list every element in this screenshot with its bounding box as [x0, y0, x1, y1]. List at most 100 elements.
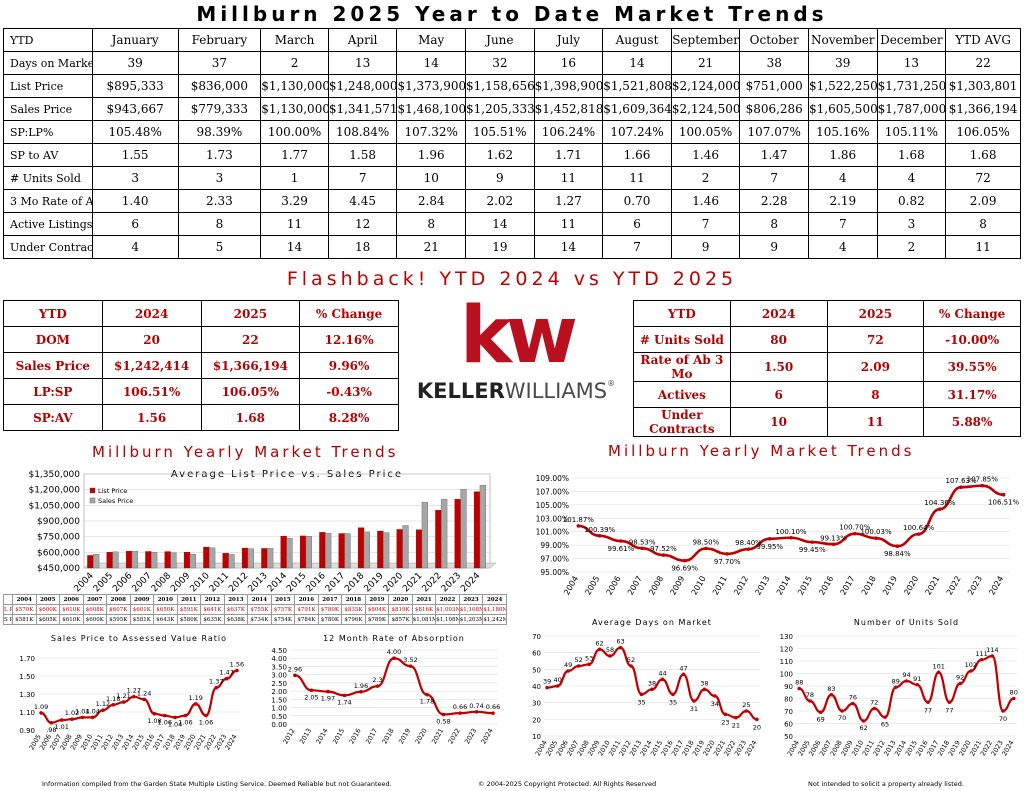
data-point: [576, 524, 581, 528]
y-tick-label: 10: [532, 733, 541, 741]
x-tick-label: 2021: [401, 571, 424, 594]
y-tick-label: $1,200,000: [28, 486, 80, 496]
table-cell: 1.77: [260, 143, 329, 167]
footer-disclaimer: Information compiled from the Garden Sta…: [42, 780, 392, 788]
x-tick-label: 2017: [839, 575, 857, 597]
sales-price-bar: [267, 548, 274, 569]
compare-header-cell: 2025: [200, 300, 301, 327]
table-cell: 39: [808, 51, 878, 75]
x-tick-label: 2023: [966, 575, 984, 597]
sales-price-bar: [247, 548, 254, 569]
table-cell: $1,303,801: [945, 74, 1021, 98]
table-cell: $1,452,818: [533, 97, 604, 121]
kw-mark: kw: [460, 291, 578, 381]
data-label: 94: [902, 671, 910, 679]
header-cell: January: [91, 28, 179, 52]
table-cell: $1,398,900: [533, 74, 604, 98]
data-label: 23: [721, 718, 729, 726]
table-cell: $751,000: [739, 74, 809, 98]
data-point: [59, 718, 64, 722]
data-label: 1.06: [178, 719, 192, 727]
data-label: 107.63%: [946, 477, 977, 485]
x-tick-label: 2020: [902, 575, 920, 597]
list-price-bar: [396, 529, 403, 569]
y-tick-label: 2.00: [271, 688, 287, 696]
table-cell: 100.05%: [670, 120, 741, 144]
header-cell: June: [465, 28, 535, 52]
x-tick-label: 2024: [480, 727, 495, 745]
data-point: [702, 687, 707, 692]
y-tick-label: 99.00%: [540, 541, 569, 550]
lpsp-lp-cell: $1,180M: [482, 604, 507, 615]
data-label: 21: [732, 722, 740, 730]
data-point: [660, 677, 665, 682]
compare-cell: 31.17%: [923, 381, 1021, 408]
lpsp-year: 2012: [200, 594, 225, 605]
lpsp-lp-cell: $591K: [176, 604, 202, 615]
y-tick-label: 97.00%: [540, 555, 569, 564]
keller-williams-logo: kw KELLERWILLIAMS®: [405, 291, 627, 411]
table-row: Sales Price $943,667 $779,333 $1,130,000 $1,…: [3, 97, 1021, 121]
lpsp-year: 2019: [364, 594, 390, 605]
data-point: [926, 700, 930, 705]
data-label: 58: [606, 646, 614, 654]
compare-cell: -10.00%: [923, 326, 1021, 353]
list-price-bar: [435, 510, 442, 569]
table-cell: 107.24%: [602, 120, 672, 144]
lpsp-year: 2008: [106, 594, 131, 605]
data-label: 98.84%: [884, 550, 911, 558]
y-tick-label: $450,000: [37, 564, 80, 574]
table-cell: 3: [91, 166, 179, 190]
table-cell: $943,667: [91, 97, 179, 121]
x-tick-label: 2015: [331, 727, 346, 745]
row-label: # Units Sold: [3, 166, 93, 190]
data-point: [808, 699, 812, 703]
table-cell: 11: [533, 212, 604, 236]
table-cell: 3.29: [260, 189, 329, 213]
data-label: 49: [564, 661, 572, 669]
sales-price-bar: [421, 501, 428, 569]
table-cell: $1,130,000: [260, 74, 329, 98]
table-cell: 105.48%: [91, 120, 179, 144]
ytd-table: YTD January February March April May June July A…: [3, 28, 1021, 259]
lpsp-year: 2011: [176, 594, 202, 605]
data-label: 70: [838, 714, 846, 722]
data-label: 2.05: [304, 693, 318, 701]
table-cell: $1,522,250: [808, 74, 878, 98]
list-price-bar: [357, 527, 365, 569]
table-cell: $1,731,250: [876, 74, 947, 98]
table-cell: $1,605,500: [808, 97, 878, 121]
table-cell: 5: [177, 235, 262, 259]
data-label: 1.21: [116, 692, 130, 700]
list-price-bar: [145, 551, 152, 569]
header-cell: February: [177, 28, 262, 52]
y-tick-label: 2.50: [271, 680, 287, 688]
data-label: 0.74: [469, 702, 483, 710]
section-title-right: Millburn Yearly Market Trends: [608, 442, 915, 460]
y-tick-label: 70: [532, 633, 541, 641]
lpsp-sp-cell: $796K: [341, 614, 366, 625]
lpsp-lp-cell: $570K: [12, 604, 37, 615]
lpsp-lp-cell: $601K: [129, 604, 155, 615]
y-tick-label: 100: [780, 671, 793, 679]
y-tick-label: 70: [784, 708, 793, 716]
list-price-bar: [454, 499, 461, 569]
data-label: 111: [975, 650, 987, 658]
data-label: 88: [795, 679, 803, 687]
data-label: 52: [574, 656, 582, 664]
data-point: [39, 711, 43, 715]
data-label: 114: [986, 646, 998, 654]
data-point: [883, 715, 887, 720]
data-point: [441, 712, 446, 717]
lpsp-sp-cell: $605K: [35, 614, 61, 625]
data-label: 70: [999, 715, 1007, 723]
data-point: [491, 711, 495, 715]
data-label: 1.56: [230, 661, 244, 669]
data-label: 1.04: [75, 707, 89, 715]
data-point: [566, 669, 570, 673]
table-cell: 6: [602, 212, 672, 236]
table-cell: 11: [533, 166, 604, 190]
footer-copyright: © 2004-2025 Copyright Protected. All Rig…: [478, 780, 657, 788]
compare-cell: 106.51%: [101, 378, 202, 405]
y-tick-label: 0.90: [19, 727, 35, 735]
